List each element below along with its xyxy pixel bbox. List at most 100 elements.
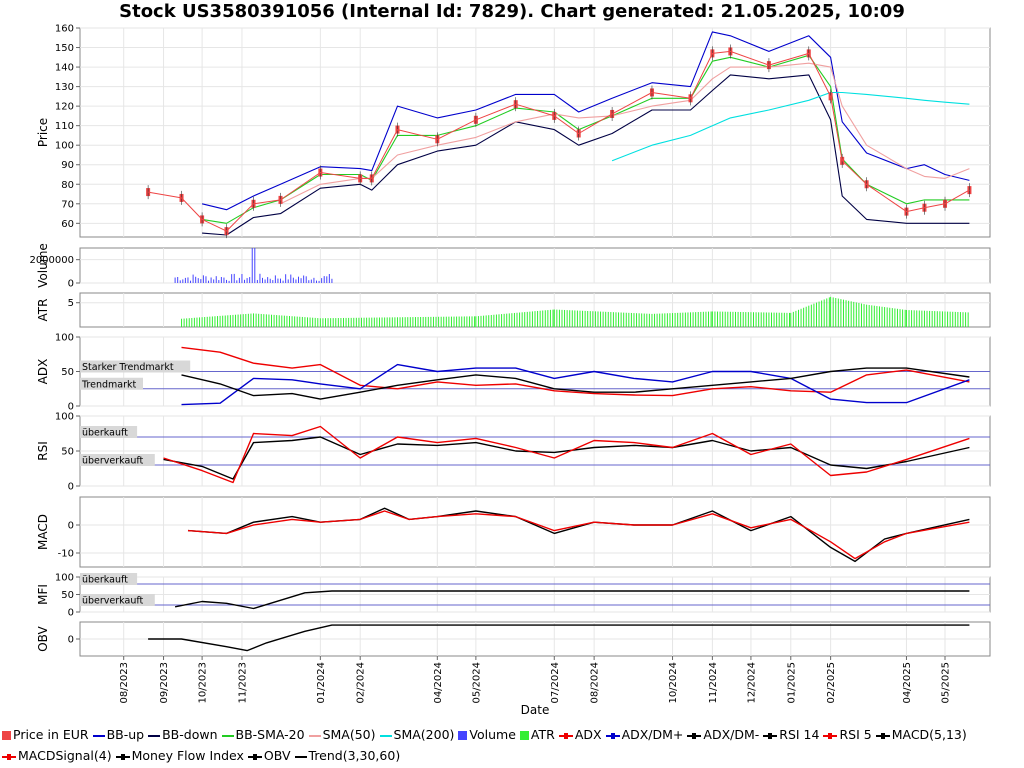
ref-label-bg-mfi-0 — [80, 573, 138, 585]
legend-item-6: Volume — [458, 724, 516, 745]
legend-label-5: SMA(200) — [393, 727, 455, 742]
xtick-label-12: 12/2024 — [746, 662, 757, 704]
ytick-label-adx-1: 50 — [61, 367, 74, 378]
legend-label-9: ADX/DM+ — [621, 727, 684, 742]
legend-swatch-8 — [558, 732, 573, 739]
ylabel-mfi: MFI — [36, 584, 50, 605]
ylabel-rsi: RSI — [36, 441, 50, 461]
legend-swatch-12 — [823, 732, 838, 739]
legend-swatch-2 — [148, 734, 161, 737]
ytick-label-price-6: 120 — [55, 102, 74, 113]
xtick-label-7: 05/2024 — [471, 662, 482, 704]
ref-label-bg-rsi-1 — [80, 454, 155, 466]
legend-swatch-10 — [687, 732, 702, 739]
xtick-label-11: 11/2024 — [708, 662, 719, 704]
series-line-sma-200- — [611, 91, 970, 162]
legend-item-2: BB-down — [148, 724, 218, 745]
xtick-label-14: 02/2025 — [826, 662, 837, 704]
xtick-label-8: 07/2024 — [550, 662, 561, 704]
legend-label-15: Money Flow Index — [131, 748, 244, 763]
legend-label-10: ADX/DM- — [703, 727, 760, 742]
legend-swatch-11 — [763, 732, 778, 739]
ytick-label-price-3: 90 — [61, 160, 74, 171]
legend-label-13: MACD(5,13) — [891, 727, 967, 742]
ref-label-bg-rsi-0 — [80, 426, 138, 438]
legend-swatch-14 — [2, 753, 16, 760]
ref-label-bg-adx-1 — [80, 377, 143, 390]
xtick-label-15: 04/2025 — [902, 662, 913, 704]
legend-label-6: Volume — [469, 727, 516, 742]
legend-swatch-13 — [875, 732, 890, 739]
xaxis-label: Date — [521, 703, 550, 717]
legend-dot-16 — [252, 753, 257, 760]
ylabel-adx: ADX — [36, 359, 50, 385]
chart-legend: Price in EUR BB-up BB-down BB-SMA-20 SMA(50)… — [2, 724, 1022, 766]
legend-item-0: Price in EUR — [2, 724, 89, 745]
ytick-label-mfi-1: 50 — [61, 590, 74, 601]
series-line-macdsignal-4- — [187, 510, 970, 560]
legend-item-13: MACD(5,13) — [875, 724, 967, 745]
legend-swatch-5 — [379, 734, 392, 737]
series-line-price — [148, 50, 970, 232]
series-line-adx-dm- — [181, 367, 970, 400]
legend-label-12: RSI 5 — [839, 727, 872, 742]
legend-item-4: SMA(50) — [308, 724, 376, 745]
legend-label-2: BB-down — [162, 727, 218, 742]
legend-swatch-1 — [92, 734, 105, 737]
legend-swatch-16 — [247, 753, 262, 760]
series-line-sma-50- — [280, 62, 970, 205]
legend-label-8: ADX — [574, 727, 602, 742]
legend-dot-11 — [768, 732, 773, 739]
ytick-label-rsi-0: 0 — [68, 482, 74, 493]
legend-label-4: SMA(50) — [322, 727, 376, 742]
ytick-label-price-4: 100 — [55, 141, 74, 152]
legend-swatch-15 — [115, 753, 130, 760]
xtick-label-16: 05/2025 — [941, 662, 952, 704]
ytick-label-macd-0: -10 — [58, 549, 74, 560]
legend-swatch-7 — [519, 731, 529, 740]
legend-item-8: ADX — [558, 724, 602, 745]
series-line-money-flow-index — [174, 590, 970, 610]
legend-dot-14 — [7, 753, 11, 760]
legend-label-11: RSI 14 — [779, 727, 820, 742]
chart-title: Stock US3580391056 (Internal Id: 7829). … — [119, 1, 905, 22]
legend-label-0: Price in EUR — [13, 727, 89, 742]
legend-label-7: ATR — [530, 727, 555, 742]
legend-swatch-6 — [458, 731, 468, 740]
legend-label-17: Trend(3,30,60) — [308, 748, 401, 763]
ylabel-atr: ATR — [36, 299, 50, 322]
legend-item-3: BB-SMA-20 — [221, 724, 305, 745]
ylabel-macd: MACD — [36, 514, 50, 550]
legend-label-16: OBV — [263, 748, 291, 763]
ytick-label-mfi-0: 0 — [68, 608, 74, 619]
legend-item-10: ADX/DM- — [687, 724, 759, 745]
ytick-label-mfi-2: 100 — [55, 573, 74, 584]
legend-dot-8 — [563, 732, 568, 739]
ytick-label-adx-2: 100 — [55, 333, 74, 344]
legend-swatch-17 — [294, 755, 307, 758]
legend-item-11: RSI 14 — [763, 724, 819, 745]
legend-dot-12 — [828, 732, 833, 739]
legend-label-1: BB-up — [106, 727, 145, 742]
ytick-label-rsi-1: 50 — [61, 447, 74, 458]
xtick-label-4: 01/2024 — [316, 662, 327, 704]
xtick-label-6: 04/2024 — [433, 662, 444, 704]
legend-swatch-4 — [308, 734, 321, 737]
ytick-label-adx-0: 0 — [68, 402, 74, 413]
legend-dot-10 — [692, 732, 697, 739]
series-line-adx-dm- — [181, 363, 970, 406]
legend-swatch-3 — [221, 734, 234, 737]
ytick-label-price-0: 60 — [61, 219, 74, 230]
series-line-obv — [148, 624, 970, 652]
ytick-label-obv-0: 0 — [68, 635, 74, 646]
ytick-label-price-5: 110 — [55, 121, 74, 132]
xtick-label-9: 08/2024 — [590, 662, 601, 704]
ref-label-bg-adx-0 — [80, 360, 191, 373]
series-line-rsi-14 — [163, 436, 970, 480]
xtick-label-3: 11/2023 — [237, 662, 248, 704]
ylabel-price: Price — [36, 118, 50, 147]
legend-label-14: MACDSignal(4) — [18, 748, 112, 763]
legend-item-16: OBV — [247, 745, 291, 766]
ytick-label-macd-1: 0 — [68, 521, 74, 532]
xtick-label-10: 10/2024 — [668, 662, 679, 704]
